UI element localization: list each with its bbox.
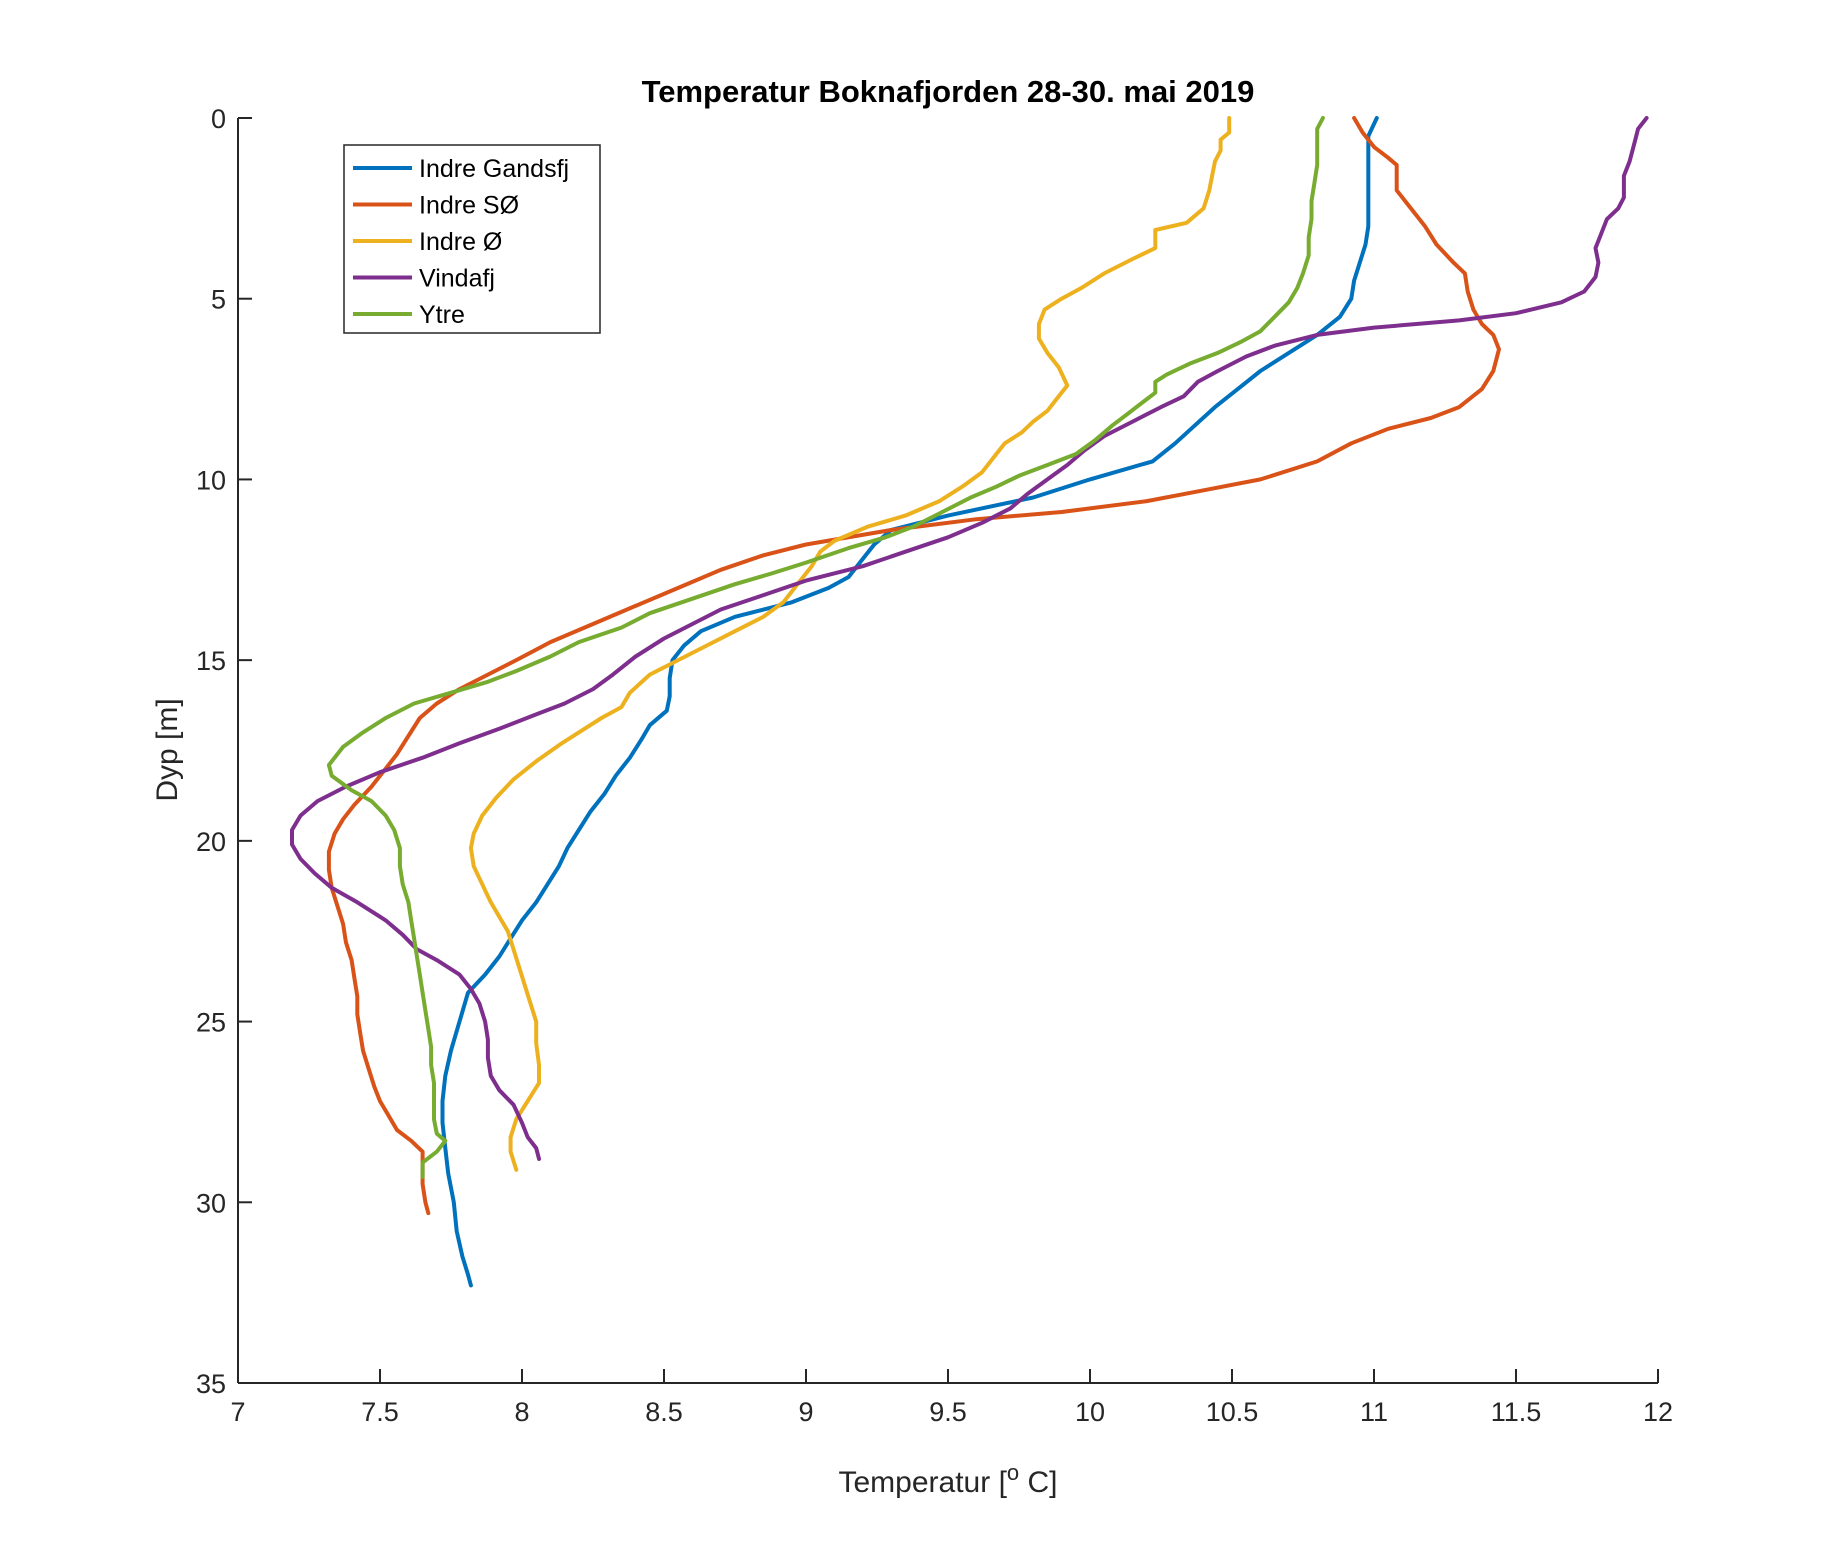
x-axis-label-main: Temperatur [ <box>839 1466 1008 1499</box>
legend-item-indre-gandsfj[interactable]: Indre Gandsfj <box>353 155 569 183</box>
legend-label: Vindafj <box>419 265 495 293</box>
y-axis-ticks: 0 5 10 15 20 25 30 35 <box>196 104 252 1399</box>
x-tick-label: 8.5 <box>645 1397 683 1427</box>
x-tick-label: 10.5 <box>1206 1397 1259 1427</box>
legend-label: Indre SØ <box>419 192 519 220</box>
series-line-vindafj <box>290 116 1649 1161</box>
y-axis-label: Dyp [m] <box>151 698 184 801</box>
legend: Indre Gandsfj Indre SØ Indre Ø Vindafj Ytre <box>343 144 601 334</box>
y-tick-label: 0 <box>211 104 226 134</box>
legend-label: Ytre <box>419 301 465 329</box>
y-tick-label: 35 <box>196 1369 226 1399</box>
x-tick-label: 12 <box>1643 1397 1673 1427</box>
series-line-indre-gandsfj <box>440 116 1379 1288</box>
series-line-ytre <box>326 116 1325 1179</box>
y-tick-label: 5 <box>211 285 226 315</box>
legend-item-vindafj[interactable]: Vindafj <box>353 265 495 293</box>
chart-title: Temperatur Boknafjorden 28-30. mai 2019 <box>642 74 1255 109</box>
y-tick-label: 20 <box>196 827 226 857</box>
series-group <box>290 116 1649 1288</box>
x-tick-label: 7 <box>230 1397 245 1427</box>
x-tick-label: 11.5 <box>1491 1397 1542 1427</box>
x-axis-label: Temperatur [o C] <box>839 1460 1058 1500</box>
x-axis-ticks: 7 7.5 8 8.5 9 9.5 10 10.5 11 11.5 12 <box>230 1369 1673 1427</box>
series-line-indre-so <box>326 116 1501 1216</box>
x-axis-label-superscript: o <box>1007 1460 1019 1485</box>
legend-item-indre-so[interactable]: Indre SØ <box>353 192 519 220</box>
y-tick-label: 25 <box>196 1008 226 1038</box>
legend-item-ytre[interactable]: Ytre <box>353 301 465 329</box>
legend-label: Indre Gandsfj <box>419 155 569 183</box>
x-tick-label: 7.5 <box>361 1397 399 1427</box>
legend-item-indre-o[interactable]: Indre Ø <box>353 228 502 256</box>
x-tick-label: 11 <box>1360 1397 1388 1427</box>
legend-label: Indre Ø <box>419 228 502 256</box>
y-tick-label: 10 <box>196 465 226 495</box>
x-tick-label: 10 <box>1075 1397 1105 1427</box>
plot-area: 7 7.5 8 8.5 9 9.5 10 10.5 11 11.5 12 0 5 10 15 20 25 30 3… <box>196 104 1673 1427</box>
x-axis-label-suffix: C] <box>1019 1466 1057 1499</box>
x-tick-label: 9 <box>798 1397 813 1427</box>
x-tick-label: 9.5 <box>929 1397 967 1427</box>
x-tick-label: 8 <box>514 1397 529 1427</box>
y-tick-label: 30 <box>196 1188 226 1218</box>
y-tick-label: 15 <box>196 646 226 676</box>
